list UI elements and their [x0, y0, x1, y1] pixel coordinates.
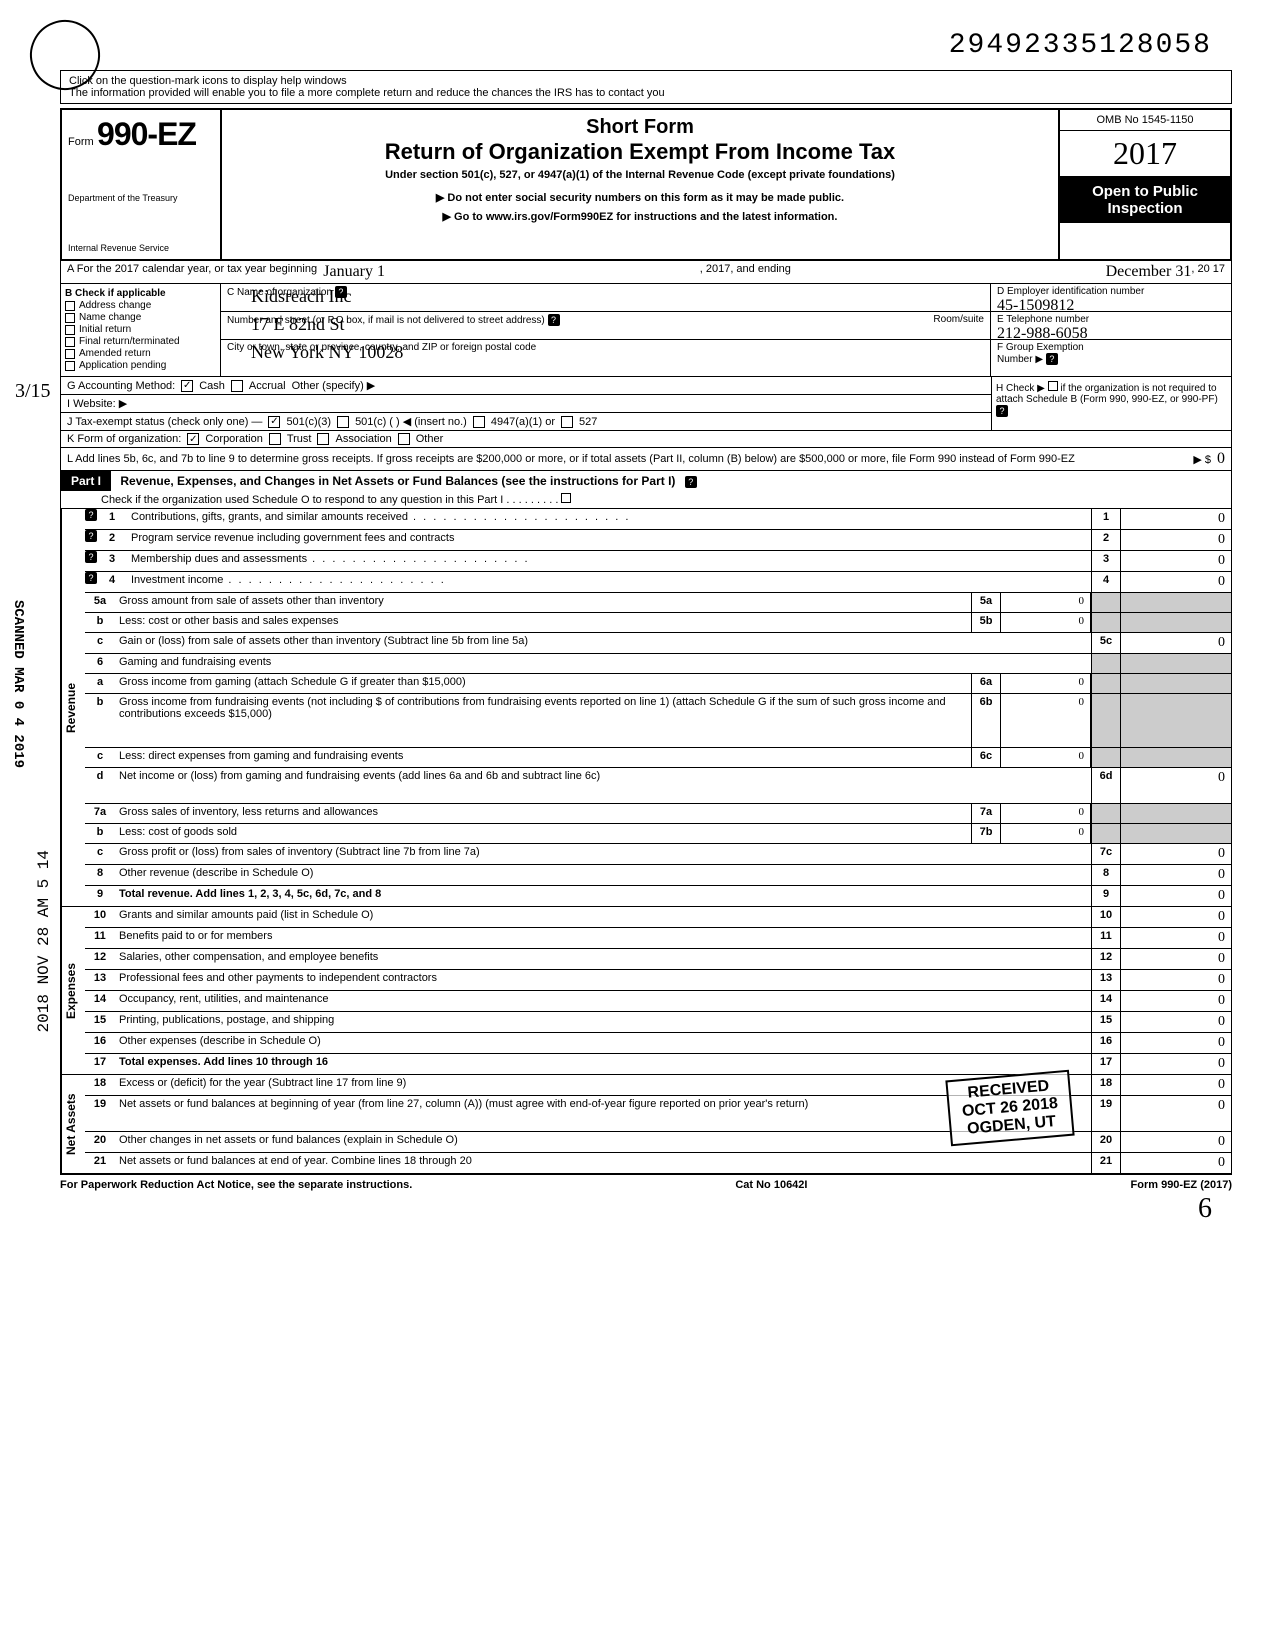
row-a-tax-year: A For the 2017 calendar year, or tax yea…: [60, 261, 1232, 284]
chk-schedule-b[interactable]: [1048, 381, 1058, 391]
tax-year-begin: January 1: [323, 263, 385, 281]
chk-final[interactable]: [65, 337, 75, 347]
help-icon[interactable]: ?: [85, 572, 97, 584]
chk-501c3[interactable]: ✓: [268, 416, 280, 428]
gross-receipts: 0: [1217, 450, 1225, 468]
chk-address[interactable]: [65, 301, 75, 311]
subtitle: Under section 501(c), 527, or 4947(a)(1)…: [228, 169, 1052, 181]
chk-501c[interactable]: [337, 416, 349, 428]
expenses-section: Expenses 10Grants and similar amounts pa…: [60, 907, 1232, 1075]
help-icon[interactable]: ?: [85, 509, 97, 521]
row-j: J Tax-exempt status (check only one) — ✓…: [60, 413, 992, 431]
help-icon[interactable]: ?: [996, 405, 1008, 417]
help-icon[interactable]: ?: [85, 551, 97, 563]
omb-number: OMB No 1545-1150: [1060, 110, 1230, 131]
help-line-1: Click on the question-mark icons to disp…: [69, 75, 1223, 87]
chk-trust[interactable]: [269, 433, 281, 445]
goto-link: ▶ Go to www.irs.gov/Form990EZ for instru…: [228, 210, 1052, 223]
part-1-label: Part I: [61, 471, 111, 491]
chk-4947[interactable]: [473, 416, 485, 428]
irs-label: Internal Revenue Service: [68, 243, 214, 253]
chk-schedule-o[interactable]: [561, 493, 571, 503]
scan-stamp: SCANNED MAR 0 4 2019: [10, 600, 26, 768]
help-info-bar: Click on the question-mark icons to disp…: [60, 70, 1232, 104]
street-row: Number and street (or P.O box, if mail i…: [221, 312, 990, 340]
footer-right: Form 990-EZ (2017): [1131, 1179, 1232, 1191]
footer-mid: Cat No 10642I: [735, 1179, 807, 1191]
form-prefix: Form: [68, 136, 94, 148]
chk-initial[interactable]: [65, 325, 75, 335]
document-id: 29492335128058: [949, 30, 1212, 61]
revenue-section: Revenue ?1Contributions, gifts, grants, …: [60, 509, 1232, 907]
row-g: G Accounting Method: ✓Cash Accrual Other…: [60, 377, 992, 395]
form-header: Form 990-EZ Department of the Treasury I…: [60, 108, 1232, 261]
net-assets-label: Net Assets: [61, 1075, 85, 1173]
org-name-row: C Name of organization ? Kidsreach Inc: [221, 284, 990, 312]
section-b-c-d: B Check if applicable Address change Nam…: [60, 284, 1232, 377]
footer: For Paperwork Reduction Act Notice, see …: [60, 1174, 1232, 1195]
revenue-label: Revenue: [61, 509, 85, 906]
chk-pending[interactable]: [65, 361, 75, 371]
help-icon[interactable]: ?: [685, 476, 697, 488]
row-a-label1: A For the 2017 calendar year, or tax yea…: [67, 263, 317, 281]
row-i: I Website: ▶: [60, 395, 992, 413]
section-d-e-f: D Employer identification number 45-1509…: [991, 284, 1231, 376]
help-icon[interactable]: ?: [548, 314, 560, 326]
received-stamp: RECEIVED OCT 26 2018 OGDEN, UT: [945, 1070, 1074, 1147]
header-left: Form 990-EZ Department of the Treasury I…: [62, 110, 222, 259]
chk-other-org[interactable]: [398, 433, 410, 445]
section-c: C Name of organization ? Kidsreach Inc N…: [221, 284, 991, 376]
return-title: Return of Organization Exempt From Incom…: [228, 139, 1052, 165]
footer-left: For Paperwork Reduction Act Notice, see …: [60, 1179, 412, 1191]
handwritten-date: 3/15: [15, 380, 51, 403]
row-a-suffix: , 20 17: [1191, 263, 1225, 281]
tax-year: 2017: [1060, 131, 1230, 177]
street-address: 17 E 82nd St: [251, 314, 345, 335]
page-number-handwritten: 6: [1198, 1193, 1212, 1225]
part-1-header-row: Part I Revenue, Expenses, and Changes in…: [60, 471, 1232, 509]
city-row: City or town, state or province, country…: [221, 340, 990, 368]
chk-corp[interactable]: ✓: [187, 433, 199, 445]
help-icon[interactable]: ?: [85, 530, 97, 542]
row-l: L Add lines 5b, 6c, and 7b to line 9 to …: [60, 448, 1232, 471]
section-b-header: B Check if applicable: [65, 288, 216, 299]
open-to-public: Open to Public Inspection: [1060, 177, 1230, 223]
header-center: Short Form Return of Organization Exempt…: [222, 110, 1060, 259]
ssn-notice: ▶ Do not enter social security numbers o…: [228, 191, 1052, 204]
help-line-2: The information provided will enable you…: [69, 87, 1223, 99]
row-a-mid: , 2017, and ending: [385, 263, 1106, 281]
row-k: K Form of organization: ✓Corporation Tru…: [60, 431, 1232, 448]
received-date-side: 2018 NOV 28 AM 5 14: [35, 850, 53, 1032]
chk-name[interactable]: [65, 313, 75, 323]
help-icon[interactable]: ?: [1046, 353, 1058, 365]
header-right: OMB No 1545-1150 2017 Open to Public Ins…: [1060, 110, 1230, 259]
org-name: Kidsreach Inc: [251, 286, 351, 307]
section-b: B Check if applicable Address change Nam…: [61, 284, 221, 376]
part-1-title: Revenue, Expenses, and Changes in Net As…: [114, 471, 681, 491]
chk-accrual[interactable]: [231, 380, 243, 392]
city-state-zip: New York NY 10028: [251, 342, 403, 363]
short-form-label: Short Form: [228, 116, 1052, 139]
chk-cash[interactable]: ✓: [181, 380, 193, 392]
section-h: H Check ▶ if the organization is not req…: [992, 377, 1232, 431]
expenses-label: Expenses: [61, 907, 85, 1074]
form-number: 990-EZ: [97, 116, 196, 152]
chk-527[interactable]: [561, 416, 573, 428]
chk-assoc[interactable]: [317, 433, 329, 445]
dept-treasury: Department of the Treasury: [68, 193, 214, 203]
chk-amended[interactable]: [65, 349, 75, 359]
tax-year-end: December 31: [1106, 263, 1192, 281]
